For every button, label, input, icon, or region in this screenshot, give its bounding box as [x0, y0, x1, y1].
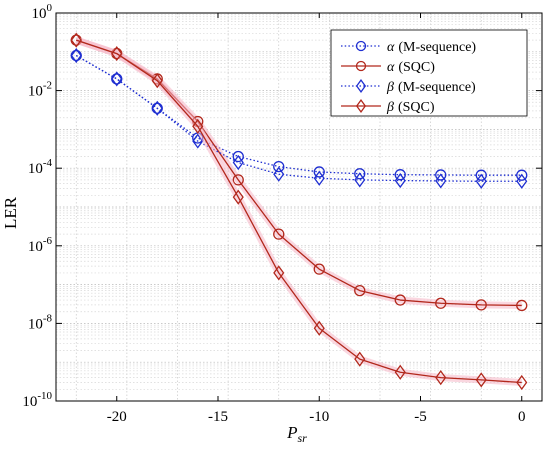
data-point	[394, 364, 406, 380]
y-tick-exponent: -10	[37, 390, 52, 402]
data-point	[475, 173, 487, 189]
legend-label: (SQC)	[398, 100, 435, 115]
data-point	[273, 265, 285, 281]
y-tick-base: 10	[28, 316, 43, 332]
y-axis-label: LER	[1, 196, 20, 229]
series-group	[70, 32, 528, 391]
legend-marker	[355, 99, 367, 113]
data-point	[70, 47, 82, 64]
legend-entry: α (SQC)	[387, 60, 435, 75]
x-axis-label-subscript: sr	[298, 431, 308, 445]
grid	[56, 13, 542, 402]
legend-marker	[355, 79, 367, 93]
data-point	[516, 374, 528, 391]
data-point	[354, 284, 366, 297]
y-tick-label: 10-8	[28, 312, 53, 332]
data-point	[192, 118, 204, 134]
data-point	[435, 173, 447, 189]
data-point	[516, 299, 528, 312]
data-point	[354, 168, 366, 180]
data-point	[111, 45, 123, 62]
plot-frame	[55, 12, 543, 402]
y-tick-base: 10	[28, 161, 43, 177]
series-4	[70, 32, 528, 391]
data-point	[232, 174, 244, 186]
data-point	[273, 166, 285, 182]
x-tick-label: -15	[208, 409, 228, 425]
data-point	[394, 172, 406, 189]
legend-entry: α (M-sequence)	[387, 40, 476, 55]
legend-symbol: α	[387, 40, 395, 55]
y-tick-exponent: -6	[43, 235, 53, 247]
x-axis-label-main: P	[286, 423, 297, 442]
y-tick-label: 10-2	[28, 80, 52, 100]
series-1	[70, 49, 528, 181]
data-point	[313, 263, 325, 275]
data-point	[151, 73, 163, 89]
data-point	[435, 370, 447, 386]
x-tick-label: -20	[107, 409, 127, 425]
legend: α (M-sequence)α (SQC)β (M-sequence)β (SQC)	[330, 29, 528, 117]
legend-marker	[355, 40, 367, 52]
data-point	[313, 166, 325, 178]
data-point	[70, 32, 82, 48]
data-point	[435, 297, 447, 309]
data-point	[232, 154, 244, 171]
y-tick-label: 10-6	[28, 235, 53, 255]
data-point	[313, 170, 325, 186]
data-point	[151, 100, 163, 116]
legend-entry: β (M-sequence)	[386, 80, 476, 95]
y-tick-label: 10-10	[22, 390, 52, 410]
data-point	[394, 169, 406, 181]
y-tick-exponent: -2	[43, 80, 52, 92]
legend-symbol: β	[386, 100, 394, 115]
legend-marker	[355, 60, 367, 72]
y-tick-base: 10	[22, 394, 37, 410]
data-point	[435, 169, 447, 181]
data-point	[273, 160, 285, 173]
legend-label: (M-sequence)	[398, 40, 476, 55]
data-point	[394, 294, 406, 306]
legend-label: (SQC)	[398, 60, 435, 75]
data-point	[111, 71, 123, 87]
legend-label: (M-sequence)	[398, 80, 476, 95]
data-point	[475, 372, 487, 388]
legend-box	[330, 29, 528, 117]
data-point	[354, 351, 366, 367]
y-tick-base: 10	[28, 239, 43, 255]
data-point	[475, 299, 487, 311]
legend-symbol: β	[386, 80, 394, 95]
y-tick-label: 100	[32, 2, 53, 22]
x-tick-label: 0	[518, 409, 526, 425]
x-tick-label: -10	[309, 409, 329, 425]
y-tick-base: 10	[32, 6, 47, 22]
legend-entry: β (SQC)	[386, 100, 435, 115]
data-point	[354, 172, 366, 188]
data-point	[232, 150, 244, 163]
series-3	[70, 47, 528, 189]
legend-symbol: α	[387, 60, 395, 75]
y-tick-exponent: -4	[43, 157, 53, 169]
y-tick-label: 10-4	[28, 157, 53, 177]
data-point	[516, 169, 528, 181]
y-tick-exponent: 0	[47, 2, 53, 14]
y-tick-base: 10	[28, 84, 43, 100]
x-tick-label: -5	[414, 409, 427, 425]
data-point	[516, 173, 528, 189]
y-tick-exponent: -8	[43, 312, 53, 324]
data-point	[232, 189, 244, 205]
series-line	[76, 39, 522, 384]
data-point	[313, 320, 325, 336]
x-axis-label: Psr	[286, 423, 307, 445]
data-point	[475, 169, 487, 181]
data-point	[273, 228, 285, 240]
data-point	[192, 133, 204, 149]
